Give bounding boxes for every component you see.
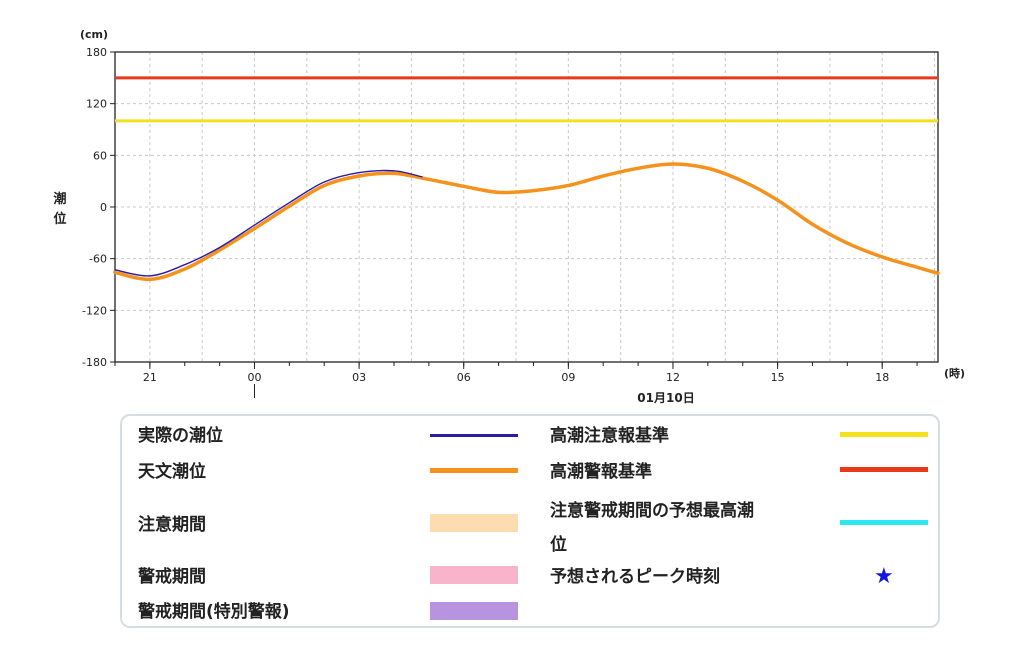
- grid-lines: [115, 51, 938, 363]
- y-axis: 180 120 60 0 -60 -120 -180: [82, 46, 115, 369]
- legend-label: 注意期間: [138, 515, 206, 535]
- legend-item-warning-period: 警戒期間: [138, 564, 206, 590]
- plot-frame: [114, 51, 939, 363]
- date-label: 01月10日: [637, 391, 694, 405]
- y-tick-label: 60: [93, 149, 107, 162]
- x-axis: 21 00 03 06 09 12 15 18: [114, 362, 918, 398]
- legend-item-astronomical-tide: 天文潮位: [138, 459, 206, 485]
- legend-swatch-warning-period: [430, 566, 518, 584]
- legend-label: 実際の潮位: [138, 426, 223, 446]
- y-axis-title-char-2: 位: [53, 211, 66, 227]
- y-axis-title-char-1: 潮: [53, 191, 66, 207]
- series-line-astronomical-tide: [113, 162, 940, 282]
- y-tick-label: 0: [100, 201, 107, 214]
- legend-swatch-storm-surge-warning: [840, 467, 928, 472]
- x-tick-label: 00: [247, 371, 261, 384]
- x-tick-label: 15: [771, 371, 785, 384]
- legend-swatch-special-warning-period: [430, 602, 518, 620]
- y-unit-label: (cm): [80, 28, 108, 41]
- legend-label: 予想されるピーク時刻: [550, 567, 720, 587]
- legend-label: 注意警戒期間の予想最高潮: [550, 501, 754, 521]
- legend-item-predicted-max-tide: 注意警戒期間の予想最高潮 位: [550, 494, 754, 562]
- y-tick-label: 120: [86, 98, 107, 111]
- series-lines: [113, 162, 940, 282]
- legend-label: 高潮警報基準: [550, 462, 652, 482]
- legend-label: 高潮注意報基準: [550, 426, 669, 446]
- x-tick-label: 12: [666, 371, 680, 384]
- x-tick-label: 03: [352, 371, 366, 384]
- legend-item-special-warning-period: 警戒期間(特別警報): [138, 599, 290, 625]
- y-tick-label: -120: [82, 304, 107, 317]
- y-tick-label: -60: [89, 253, 107, 266]
- legend-swatch-astronomical-tide: [430, 468, 518, 473]
- y-axis-title: 潮 位: [53, 191, 66, 227]
- legend-item-caution-period: 注意期間: [138, 512, 206, 538]
- x-unit-label: (時): [944, 366, 965, 380]
- legend-swatch-predicted-max-tide: [840, 520, 928, 525]
- legend-label: 警戒期間: [138, 567, 206, 587]
- series-line-actual-tide: [114, 169, 423, 277]
- legend-label: 警戒期間(特別警報): [138, 602, 290, 622]
- x-tick-label: 06: [457, 371, 471, 384]
- tide-chart: 180 120 60 0 -60 -120 -180 21 00 03 06 09 12 15 18 (c…: [53, 28, 965, 405]
- y-tick-label: -180: [82, 356, 107, 369]
- x-tick-label: 09: [561, 371, 575, 384]
- threshold-lines: [115, 76, 938, 123]
- legend-swatch-caution-period: [430, 514, 518, 532]
- legend-item-actual-tide: 実際の潮位: [138, 423, 223, 449]
- y-tick-label: 180: [86, 46, 107, 59]
- legend-label: 天文潮位: [138, 462, 206, 482]
- star-icon: ★: [874, 564, 894, 589]
- legend-item-storm-surge-warning: 高潮警報基準: [550, 459, 652, 485]
- legend-item-peak-time: 予想されるピーク時刻: [550, 564, 720, 590]
- legend-swatch-storm-surge-advisory: [840, 432, 928, 437]
- legend: 実際の潮位 天文潮位 注意期間 警戒期間 警戒期間(特別警報) 高潮注意報基準 …: [120, 414, 940, 628]
- legend-swatch-actual-tide: [430, 434, 518, 437]
- legend-label-continued: 位: [550, 535, 567, 555]
- x-tick-label: 21: [143, 371, 157, 384]
- x-tick-label: 18: [875, 371, 889, 384]
- legend-item-storm-surge-advisory: 高潮注意報基準: [550, 423, 669, 449]
